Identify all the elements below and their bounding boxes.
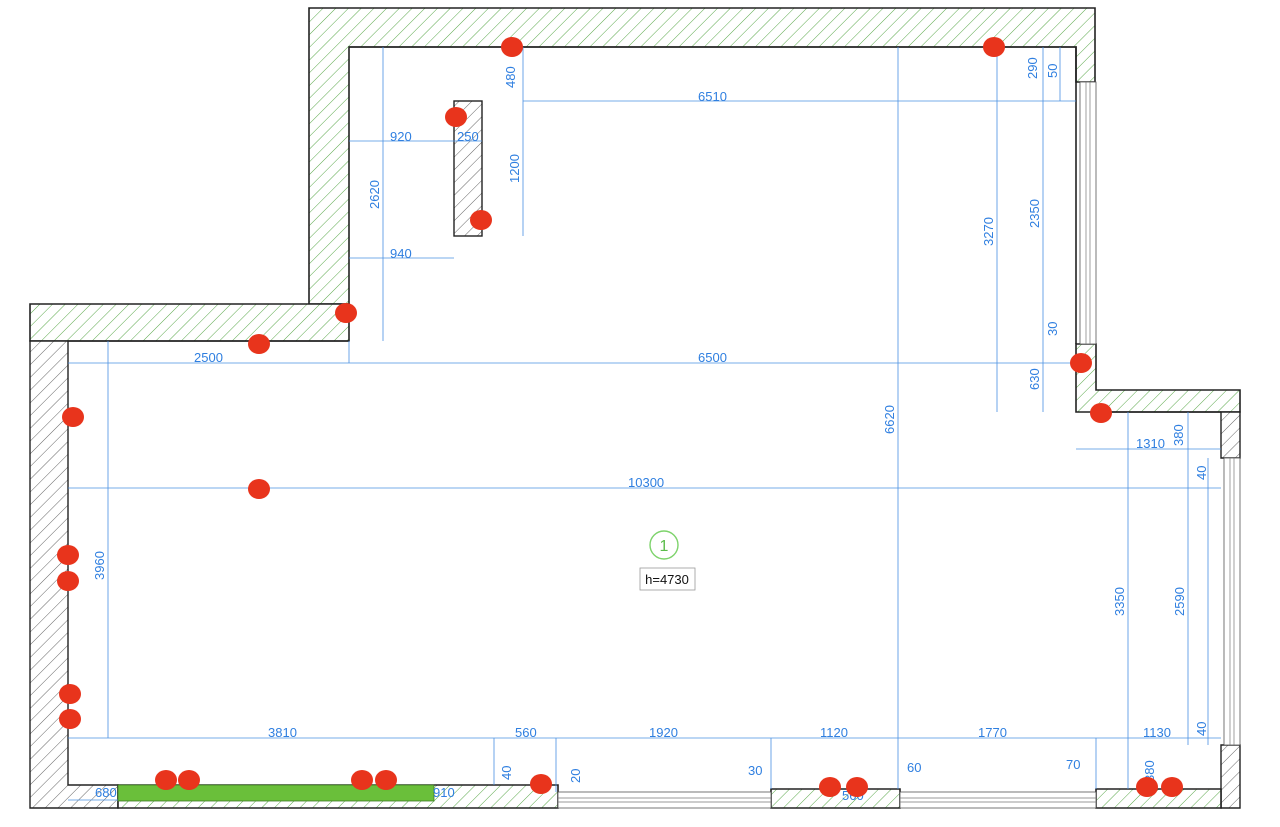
dim-2620: 2620 [367,180,382,209]
room-number-circle [649,530,679,560]
window-right-upper [1079,81,1097,345]
dim-6500: 6500 [698,350,727,365]
dim-680: 680 [95,785,117,800]
dim-2500: 2500 [194,350,223,365]
marker [1136,777,1158,797]
marker [501,37,523,57]
marker [445,107,467,127]
dim-3810: 3810 [268,725,297,740]
marker [59,684,81,704]
walls [29,7,1241,809]
marker [62,407,84,427]
dim-290: 290 [1025,57,1040,79]
marker [1090,403,1112,423]
marker [178,770,200,790]
marker [819,777,841,797]
marker [155,770,177,790]
marker [248,479,270,499]
marker [983,37,1005,57]
dim-1310: 1310 [1136,436,1165,451]
wall-ledge [29,303,350,342]
dim-3270: 3270 [981,217,996,246]
height-label-box [639,567,696,591]
dim-1770: 1770 [978,725,1007,740]
dim-2590: 2590 [1172,587,1187,616]
marker [375,770,397,790]
dim-30-a: 30 [1045,322,1060,336]
window-right-lower [1223,457,1241,746]
marker [530,774,552,794]
marker [351,770,373,790]
dim-1130: 1130 [1143,725,1171,740]
marker [470,210,492,230]
marker [1161,777,1183,797]
dimension-lines [68,47,1221,801]
dim-6620: 6620 [882,405,897,434]
marker [248,334,270,354]
dim-940: 940 [390,246,412,261]
dim-40-c: 40 [499,766,514,780]
dim-50: 50 [1045,64,1060,78]
wall-right-lower [1220,744,1241,809]
wall-top-upper [308,7,1096,305]
marker [57,545,79,565]
room-number: 1 [660,538,669,555]
windows [557,81,1241,809]
dim-560: 560 [515,725,537,740]
dim-3960: 3960 [92,551,107,580]
dim-10300: 10300 [628,475,664,490]
dim-250: 250 [457,129,479,144]
dim-6510: 6510 [698,89,727,104]
dim-910: 910 [433,785,455,800]
dim-380-a: 380 [1171,424,1186,446]
dim-1920: 1920 [649,725,678,740]
dim-3350: 3350 [1112,587,1127,616]
dim-480: 480 [503,66,518,88]
dim-20: 20 [568,769,583,783]
marker [59,709,81,729]
dim-30-b: 30 [748,763,762,778]
dim-380-b: 380 [1142,760,1157,782]
markers [57,37,1183,797]
wall-right-upper [1220,411,1241,459]
wall-right-step [1075,343,1241,413]
dim-920: 920 [390,129,412,144]
marker [335,303,357,323]
marker [846,777,868,797]
marker [1070,353,1092,373]
dim-60: 60 [907,760,921,775]
window-bottom-1 [557,791,772,809]
dim-630: 630 [1027,368,1042,390]
dim-1200: 1200 [507,154,522,183]
height-label: h=4730 [645,572,689,587]
dim-40-b: 40 [1194,722,1209,736]
dim-40-a: 40 [1194,466,1209,480]
room-label: 1 h=4730 [639,530,696,591]
dim-70: 70 [1066,757,1080,772]
window-bottom-2 [899,791,1097,809]
radiator-strip [117,784,435,802]
dim-2350: 2350 [1027,199,1042,228]
marker [57,571,79,591]
dim-1120: 1120 [820,725,848,740]
dimension-labels: 480 6510 290 50 920 250 1200 2620 940 32… [92,57,1209,803]
wall-bottom-right [1095,788,1222,809]
